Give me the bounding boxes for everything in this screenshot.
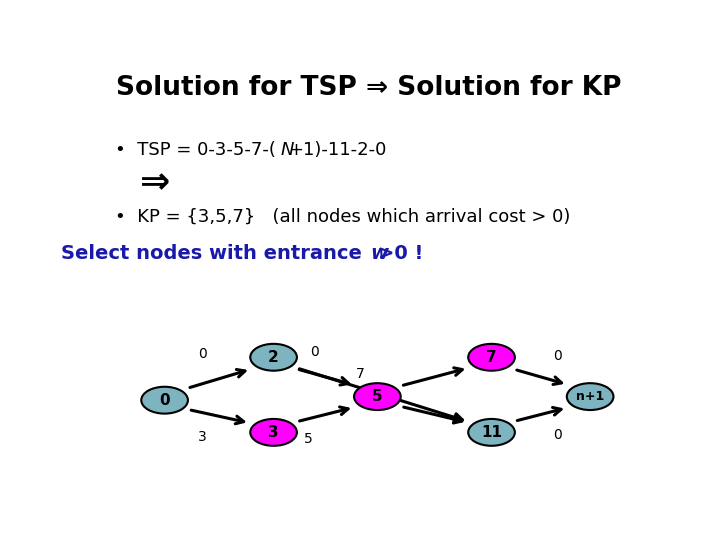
Text: 11: 11 [481,425,502,440]
Text: •  TSP = 0-3-5-7-(: • TSP = 0-3-5-7-( [115,141,276,159]
Text: 5: 5 [372,389,383,404]
Text: 7: 7 [486,350,497,365]
Text: n+1: n+1 [576,390,604,403]
Ellipse shape [141,387,188,414]
Ellipse shape [251,344,297,370]
Text: >0 !: >0 ! [378,245,423,264]
Text: 3: 3 [198,430,207,444]
Text: Select nodes with entrance: Select nodes with entrance [61,245,369,264]
Text: 0: 0 [310,345,319,359]
Text: 5: 5 [305,433,313,447]
Text: 7: 7 [356,367,364,381]
Ellipse shape [354,383,401,410]
Text: ⇒: ⇒ [140,166,171,200]
Text: •  KP = {3,5,7}   (all nodes which arrival cost > 0): • KP = {3,5,7} (all nodes which arrival … [115,207,570,226]
Text: +1)-11-2-0: +1)-11-2-0 [288,141,387,159]
Text: 0: 0 [553,349,562,363]
Ellipse shape [468,419,515,446]
Ellipse shape [251,419,297,446]
Text: Solution for TSP ⇒ Solution for KP: Solution for TSP ⇒ Solution for KP [116,75,622,100]
Text: 3: 3 [269,425,279,440]
Ellipse shape [567,383,613,410]
Text: 0: 0 [553,428,562,442]
Text: 2: 2 [269,350,279,365]
Text: N: N [281,141,294,159]
Ellipse shape [468,344,515,370]
Text: 0: 0 [159,393,170,408]
Text: 0: 0 [198,347,207,361]
Text: w: w [370,245,388,264]
